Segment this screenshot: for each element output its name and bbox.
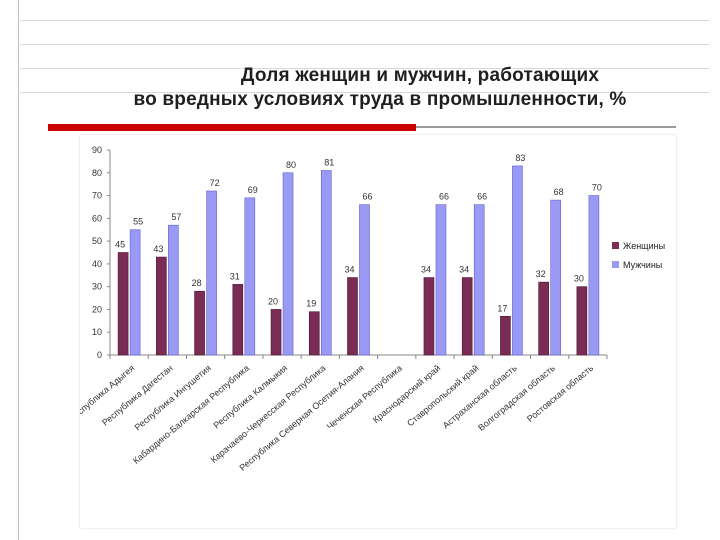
data-label-women: 19 bbox=[306, 299, 316, 309]
data-label-women: 34 bbox=[421, 265, 431, 275]
bar-men bbox=[168, 224, 179, 356]
legend-swatch-men bbox=[612, 261, 619, 268]
bar-men bbox=[435, 204, 447, 356]
x-category-label: Республика Дагестан bbox=[100, 363, 175, 428]
data-label-women: 34 bbox=[459, 265, 469, 275]
bar-men bbox=[473, 204, 485, 356]
data-label-men: 66 bbox=[362, 192, 372, 202]
data-label-women: 32 bbox=[536, 269, 546, 279]
data-label-men: 70 bbox=[592, 183, 602, 193]
data-label-men: 57 bbox=[171, 212, 181, 222]
bar-men bbox=[282, 172, 294, 356]
data-label-women: 31 bbox=[230, 271, 240, 281]
legend-swatch-women bbox=[612, 242, 619, 249]
data-label-men: 83 bbox=[515, 153, 525, 163]
slide-title-line-2: во вредных условиях труда в промышленнос… bbox=[133, 89, 627, 110]
bar-men bbox=[320, 170, 332, 356]
slide-rule bbox=[20, 68, 710, 69]
x-category-label: Республика Калмыкия bbox=[211, 363, 289, 431]
x-category-label: Чеченская Республика bbox=[325, 363, 404, 432]
data-label-men: 66 bbox=[439, 192, 449, 202]
bar-women bbox=[461, 277, 473, 356]
bar-women bbox=[117, 252, 129, 356]
data-label-men: 68 bbox=[554, 187, 564, 197]
y-tick-label: 10 bbox=[92, 327, 102, 337]
bar-women bbox=[270, 309, 282, 356]
bar-women bbox=[347, 277, 358, 356]
bar-women bbox=[576, 286, 588, 356]
y-tick-label: 80 bbox=[92, 168, 102, 178]
data-label-women: 17 bbox=[497, 303, 507, 313]
bar-men bbox=[512, 165, 523, 356]
data-label-women: 45 bbox=[115, 240, 125, 250]
legend-item-women: Женщины bbox=[612, 236, 665, 255]
chart-legend: Женщины Мужчины bbox=[612, 236, 665, 274]
slide-title: Доля женщин и мужчин, работающих во вред… bbox=[60, 64, 700, 112]
x-category-label: Краснодарский край bbox=[371, 363, 442, 425]
x-category-label: Волгоградская область bbox=[476, 363, 557, 433]
bar-men bbox=[206, 190, 217, 356]
bar-men bbox=[588, 195, 600, 356]
bar-men bbox=[550, 199, 561, 356]
data-label-men: 66 bbox=[477, 192, 487, 202]
data-label-women: 43 bbox=[153, 244, 163, 254]
x-category-label: Ростовская область bbox=[525, 363, 595, 424]
y-tick-label: 30 bbox=[92, 282, 102, 292]
legend-item-men: Мужчины bbox=[612, 255, 665, 274]
bar-men bbox=[244, 197, 256, 356]
bar-women bbox=[308, 311, 320, 356]
data-label-men: 80 bbox=[286, 160, 296, 170]
bar-men bbox=[359, 204, 370, 356]
slide-rule bbox=[20, 44, 710, 45]
data-label-men: 81 bbox=[324, 158, 334, 168]
data-label-women: 20 bbox=[268, 296, 278, 306]
y-tick-label: 90 bbox=[92, 145, 102, 155]
x-category-label: Астраханская область bbox=[441, 363, 519, 431]
legend-label-women: Женщины bbox=[623, 240, 666, 251]
y-tick-label: 20 bbox=[92, 304, 102, 314]
data-label-men: 72 bbox=[210, 178, 220, 188]
slide-rule bbox=[20, 20, 710, 21]
chart-area: 0 10 20 30 40 50 60 70 80 90 45 55 Республика Адыгея… bbox=[80, 135, 676, 528]
data-label-men: 69 bbox=[248, 185, 258, 195]
slide-title-line-1: Доля женщин и мужчин, работающих bbox=[240, 65, 600, 86]
y-tick-label: 50 bbox=[92, 236, 102, 246]
x-category-label: Ставропольский край bbox=[405, 363, 480, 428]
legend-label-men: Мужчины bbox=[623, 259, 663, 270]
bar-women bbox=[156, 256, 167, 356]
bar-women bbox=[500, 315, 511, 356]
y-tick-label: 40 bbox=[92, 259, 102, 269]
data-label-men: 55 bbox=[133, 217, 143, 227]
slide-rule bbox=[20, 92, 710, 93]
bar-women bbox=[194, 290, 205, 356]
bar-women bbox=[538, 281, 549, 356]
slide-left-rule bbox=[18, 0, 19, 540]
title-accent-bar bbox=[48, 124, 416, 131]
y-tick-label: 0 bbox=[97, 350, 102, 360]
y-tick-label: 60 bbox=[92, 213, 102, 223]
y-tick-label: 70 bbox=[92, 191, 102, 201]
title-accent-line bbox=[416, 126, 676, 128]
bar-women bbox=[423, 277, 435, 356]
bar-men bbox=[129, 229, 141, 356]
data-label-women: 28 bbox=[192, 278, 202, 288]
data-label-women: 34 bbox=[344, 265, 354, 275]
bar-women bbox=[232, 284, 244, 356]
data-label-women: 30 bbox=[574, 274, 584, 284]
